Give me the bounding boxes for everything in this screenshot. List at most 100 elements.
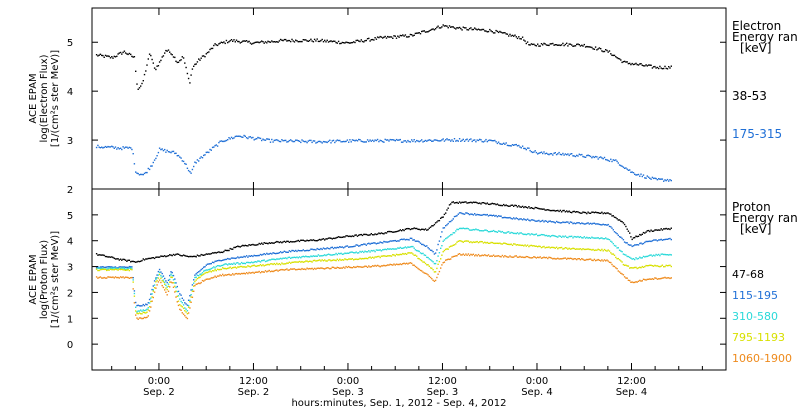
data-point — [528, 44, 530, 46]
data-point — [319, 259, 321, 261]
data-point — [641, 280, 643, 282]
data-point — [146, 64, 148, 66]
data-point — [385, 264, 388, 267]
data-point — [315, 249, 317, 251]
data-point — [632, 237, 635, 239]
data-point — [170, 276, 172, 278]
data-point — [615, 245, 617, 247]
data-point — [525, 219, 527, 221]
data-point — [257, 260, 259, 262]
data-point — [645, 231, 647, 233]
data-point — [612, 265, 614, 267]
data-point — [487, 139, 490, 142]
data-point — [206, 253, 209, 255]
data-point — [279, 251, 282, 253]
data-point — [264, 270, 267, 272]
data-point — [578, 153, 580, 155]
data-point — [171, 276, 173, 279]
data-point — [201, 254, 204, 256]
data-point — [263, 139, 265, 141]
data-point — [563, 209, 565, 212]
data-point — [644, 278, 646, 281]
data-point — [257, 41, 259, 43]
data-point — [350, 42, 352, 44]
data-point — [519, 232, 521, 234]
data-point — [491, 140, 493, 142]
data-point — [342, 259, 345, 261]
data-point — [194, 63, 196, 66]
data-point — [500, 215, 502, 217]
data-point — [316, 141, 318, 144]
data-point — [177, 300, 180, 302]
data-point — [375, 233, 378, 236]
data-point — [525, 245, 527, 247]
data-point — [249, 244, 252, 246]
data-point — [242, 262, 244, 265]
data-point — [378, 265, 380, 267]
data-point — [452, 140, 454, 142]
data-point — [455, 28, 457, 30]
data-point — [379, 139, 381, 142]
data-point — [510, 145, 512, 147]
data-point — [568, 222, 570, 225]
data-point — [189, 255, 191, 258]
data-point — [596, 249, 598, 251]
data-point — [470, 27, 472, 29]
data-point — [256, 265, 258, 267]
data-point — [458, 138, 461, 140]
data-point — [387, 264, 389, 266]
data-point — [645, 264, 647, 267]
data-point — [462, 201, 464, 204]
data-point — [661, 239, 664, 241]
data-point — [152, 161, 154, 164]
data-point — [535, 220, 538, 222]
data-point — [509, 232, 511, 234]
data-point — [219, 268, 221, 271]
data-point — [600, 156, 602, 158]
data-point — [650, 254, 652, 256]
data-point — [200, 275, 202, 277]
data-point — [208, 263, 210, 265]
data-point — [291, 261, 293, 264]
data-point — [591, 223, 593, 225]
data-point — [256, 255, 258, 257]
data-point — [266, 264, 268, 266]
data-point — [630, 267, 632, 269]
data-point — [384, 248, 386, 250]
data-point — [559, 209, 562, 212]
data-point — [116, 268, 118, 271]
data-point — [272, 258, 274, 260]
data-point — [122, 258, 124, 260]
data-point — [247, 272, 249, 275]
data-point — [441, 231, 443, 233]
data-point — [300, 250, 302, 252]
data-point — [475, 28, 477, 30]
data-point — [476, 255, 478, 257]
data-point — [123, 277, 126, 279]
data-point — [398, 240, 400, 242]
data-point — [646, 255, 648, 258]
data-point — [95, 267, 98, 269]
data-point — [418, 32, 420, 34]
data-point — [161, 279, 163, 282]
data-point — [254, 138, 257, 140]
data-point — [204, 279, 206, 281]
data-point — [416, 249, 418, 252]
data-point — [452, 232, 454, 234]
data-point — [227, 139, 229, 141]
data-point — [477, 139, 480, 142]
data-point — [114, 56, 117, 58]
data-point — [409, 237, 412, 239]
data-point — [504, 216, 506, 219]
data-point — [195, 283, 197, 285]
data-point — [644, 256, 646, 258]
data-point — [249, 266, 252, 268]
data-point — [127, 53, 129, 56]
data-point — [458, 227, 461, 230]
data-point — [562, 248, 564, 250]
data-point — [313, 248, 316, 251]
data-point — [340, 259, 342, 261]
data-point — [326, 141, 328, 144]
data-point — [390, 264, 393, 266]
data-point — [113, 269, 115, 271]
